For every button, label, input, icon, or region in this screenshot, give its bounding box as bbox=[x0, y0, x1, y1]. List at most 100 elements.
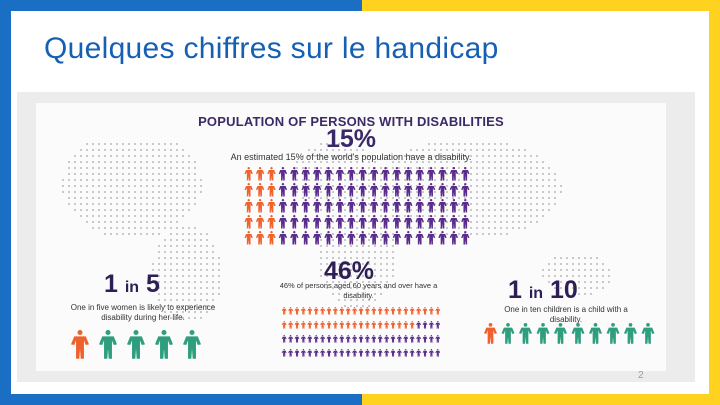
map-dot bbox=[146, 161, 148, 163]
map-dot bbox=[542, 173, 544, 175]
person-icon-disabled bbox=[255, 199, 265, 213]
map-dot bbox=[602, 287, 604, 289]
map-dot bbox=[152, 233, 154, 235]
map-dot bbox=[542, 191, 544, 193]
map-dot bbox=[206, 239, 208, 241]
map-dot bbox=[452, 143, 454, 145]
map-dot bbox=[506, 143, 508, 145]
map-dot bbox=[344, 275, 346, 277]
map-dot bbox=[134, 149, 136, 151]
elder-icon bbox=[301, 349, 306, 357]
map-dot bbox=[338, 197, 340, 199]
map-dot bbox=[542, 185, 544, 187]
map-dot bbox=[86, 215, 88, 217]
map-dot bbox=[542, 167, 544, 169]
map-dot bbox=[86, 203, 88, 205]
map-dot bbox=[404, 221, 406, 223]
map-dot bbox=[86, 191, 88, 193]
map-dot bbox=[368, 251, 370, 253]
map-dot bbox=[92, 143, 94, 145]
map-dot bbox=[344, 143, 346, 145]
map-dot bbox=[446, 215, 448, 217]
map-dot bbox=[158, 197, 160, 199]
map-dot bbox=[500, 209, 502, 211]
elder-icon-disabled bbox=[371, 321, 377, 329]
map-dot bbox=[332, 227, 334, 229]
map-dot bbox=[506, 233, 508, 235]
map-dot bbox=[116, 227, 118, 229]
map-dot bbox=[158, 299, 160, 301]
map-dot bbox=[512, 227, 514, 229]
map-dot bbox=[446, 161, 448, 163]
map-dot bbox=[350, 305, 352, 307]
map-dot bbox=[122, 149, 124, 151]
map-dot bbox=[164, 245, 166, 247]
map-dot bbox=[80, 209, 82, 211]
map-dot bbox=[200, 281, 202, 283]
map-dot bbox=[176, 317, 178, 319]
map-dot bbox=[476, 179, 478, 181]
map-dot bbox=[134, 143, 136, 145]
map-dot bbox=[140, 149, 142, 151]
person-icon bbox=[369, 183, 379, 197]
map-dot bbox=[170, 149, 172, 151]
map-dot bbox=[170, 305, 172, 307]
map-dot bbox=[140, 233, 142, 235]
map-dot bbox=[434, 167, 436, 169]
map-dot bbox=[530, 173, 532, 175]
map-dot bbox=[176, 233, 178, 235]
map-dot bbox=[374, 299, 376, 301]
map-dot bbox=[362, 281, 364, 283]
map-dot bbox=[116, 155, 118, 157]
map-dot bbox=[488, 233, 490, 235]
map-dot bbox=[512, 221, 514, 223]
elder-icon bbox=[320, 349, 325, 357]
elder-icon bbox=[288, 335, 293, 343]
map-dot bbox=[128, 221, 130, 223]
map-dot bbox=[458, 227, 460, 229]
map-dot bbox=[320, 251, 322, 253]
map-dot bbox=[338, 251, 340, 253]
map-dot bbox=[158, 257, 160, 259]
map-dot bbox=[134, 179, 136, 181]
map-dot bbox=[314, 191, 316, 193]
map-dot bbox=[512, 203, 514, 205]
map-dot bbox=[176, 221, 178, 223]
elder-icon bbox=[429, 335, 434, 343]
map-dot bbox=[380, 185, 382, 187]
elder-icon bbox=[345, 335, 351, 343]
map-dot bbox=[356, 227, 358, 229]
person-icon bbox=[449, 167, 459, 181]
map-dot bbox=[116, 221, 118, 223]
map-dot bbox=[320, 203, 322, 205]
map-dot bbox=[482, 173, 484, 175]
map-dot bbox=[158, 179, 160, 181]
person-icon bbox=[392, 215, 402, 229]
map-dot bbox=[428, 179, 430, 181]
map-dot bbox=[80, 173, 82, 175]
map-dot bbox=[422, 215, 424, 217]
elder-icon bbox=[281, 349, 287, 357]
map-dot bbox=[398, 209, 400, 211]
map-dot bbox=[524, 227, 526, 229]
map-dot bbox=[182, 185, 184, 187]
map-dot bbox=[392, 263, 394, 265]
map-dot bbox=[566, 287, 568, 289]
map-dot bbox=[494, 155, 496, 157]
person-icon bbox=[358, 167, 367, 181]
elder-icon-disabled bbox=[281, 307, 287, 315]
map-dot bbox=[446, 227, 448, 229]
map-dot bbox=[476, 191, 478, 193]
map-dot bbox=[80, 203, 82, 205]
map-dot bbox=[554, 269, 556, 271]
map-dot bbox=[188, 227, 190, 229]
map-dot bbox=[68, 203, 70, 205]
map-dot bbox=[344, 185, 346, 187]
map-dot bbox=[302, 161, 304, 163]
map-dot bbox=[194, 233, 196, 235]
map-dot bbox=[476, 185, 478, 187]
map-dot bbox=[458, 179, 460, 181]
map-dot bbox=[470, 221, 472, 223]
map-dot bbox=[326, 263, 328, 265]
map-dot bbox=[398, 221, 400, 223]
